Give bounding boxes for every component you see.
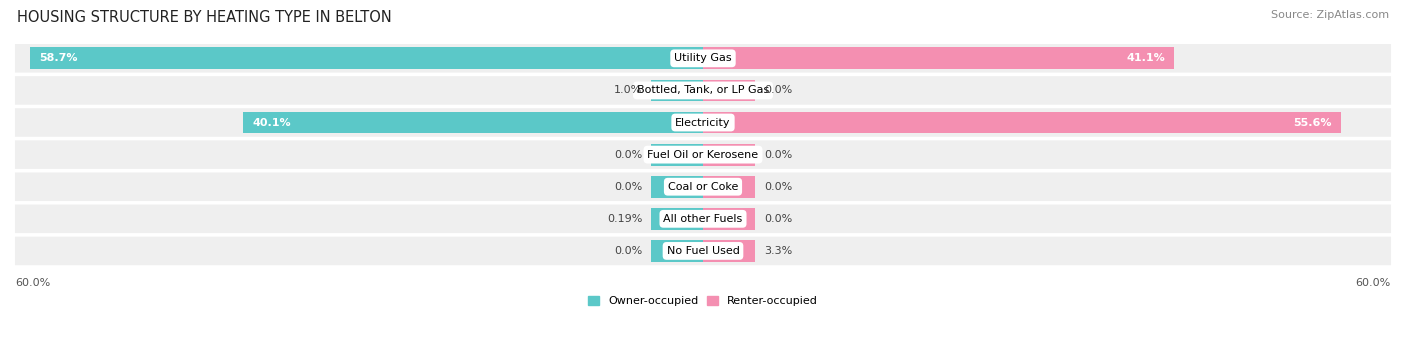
FancyBboxPatch shape — [15, 108, 1391, 137]
FancyBboxPatch shape — [15, 237, 1391, 265]
Text: All other Fuels: All other Fuels — [664, 214, 742, 224]
Text: No Fuel Used: No Fuel Used — [666, 246, 740, 256]
FancyBboxPatch shape — [15, 76, 1391, 105]
Text: 0.0%: 0.0% — [614, 246, 643, 256]
Bar — [243, 112, 703, 133]
Bar — [703, 47, 1174, 69]
Text: 60.0%: 60.0% — [15, 278, 51, 288]
Text: 3.3%: 3.3% — [763, 246, 792, 256]
Bar — [703, 208, 755, 230]
Bar — [651, 176, 703, 198]
FancyBboxPatch shape — [15, 173, 1391, 201]
Text: 1.0%: 1.0% — [614, 86, 643, 95]
Text: 60.0%: 60.0% — [1355, 278, 1391, 288]
Bar — [703, 112, 1340, 133]
Text: 0.0%: 0.0% — [614, 182, 643, 192]
Text: Coal or Coke: Coal or Coke — [668, 182, 738, 192]
FancyBboxPatch shape — [15, 44, 1391, 73]
Bar — [651, 79, 703, 101]
Legend: Owner-occupied, Renter-occupied: Owner-occupied, Renter-occupied — [583, 292, 823, 311]
Text: 0.0%: 0.0% — [614, 150, 643, 160]
Text: Bottled, Tank, or LP Gas: Bottled, Tank, or LP Gas — [637, 86, 769, 95]
Bar — [30, 47, 703, 69]
Text: 0.0%: 0.0% — [763, 150, 792, 160]
Text: 55.6%: 55.6% — [1294, 118, 1331, 128]
Bar — [703, 79, 755, 101]
Text: Utility Gas: Utility Gas — [675, 53, 731, 63]
Text: 41.1%: 41.1% — [1126, 53, 1166, 63]
Bar — [651, 240, 703, 262]
Text: 0.0%: 0.0% — [763, 86, 792, 95]
Text: 58.7%: 58.7% — [39, 53, 77, 63]
Bar — [703, 240, 755, 262]
FancyBboxPatch shape — [15, 205, 1391, 233]
Text: Fuel Oil or Kerosene: Fuel Oil or Kerosene — [647, 150, 759, 160]
FancyBboxPatch shape — [15, 140, 1391, 169]
Text: Electricity: Electricity — [675, 118, 731, 128]
Text: Source: ZipAtlas.com: Source: ZipAtlas.com — [1271, 10, 1389, 20]
Text: 0.19%: 0.19% — [607, 214, 643, 224]
Text: 0.0%: 0.0% — [763, 182, 792, 192]
Text: 0.0%: 0.0% — [763, 214, 792, 224]
Bar — [703, 144, 755, 165]
Bar — [703, 176, 755, 198]
Bar — [651, 144, 703, 165]
Text: 40.1%: 40.1% — [253, 118, 291, 128]
Bar — [651, 208, 703, 230]
Text: HOUSING STRUCTURE BY HEATING TYPE IN BELTON: HOUSING STRUCTURE BY HEATING TYPE IN BEL… — [17, 10, 392, 25]
